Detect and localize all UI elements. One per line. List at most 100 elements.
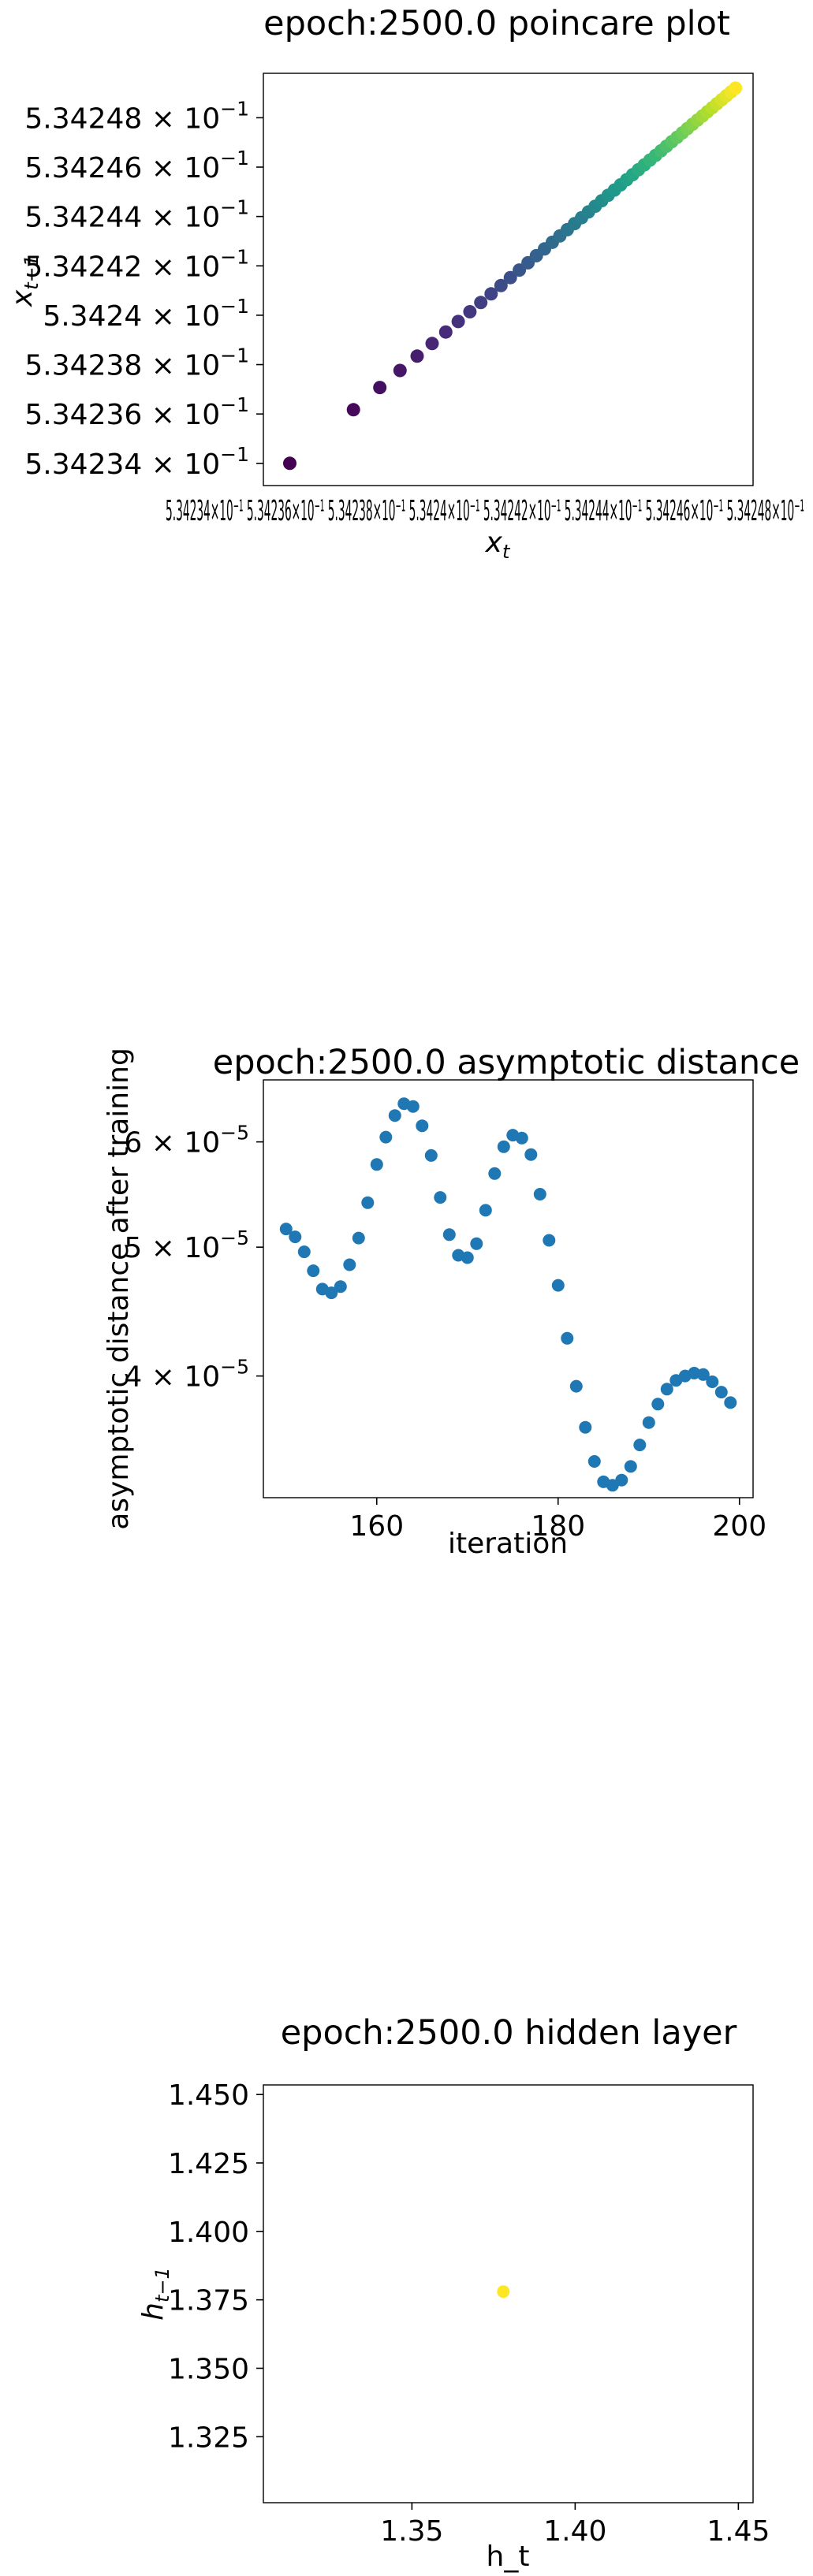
chart-hidden-layer: epoch:2500.0 hidden layer 1.35 1.40 1.45 1… bbox=[137, 2013, 770, 2573]
y-tick-label: 5.34246 × 10−1 bbox=[24, 147, 249, 184]
chart-poincare: epoch:2500.0 poincare plot 5.34234 × 10−… bbox=[6, 4, 804, 563]
distance-point bbox=[551, 1279, 565, 1292]
poincare-point bbox=[474, 296, 488, 310]
chart-asymptotic-distance: epoch:2500.0 asymptotic distance 160 180 2… bbox=[103, 1043, 800, 1560]
distance-point bbox=[543, 1234, 556, 1247]
y-tick-label: 1.425 bbox=[168, 2148, 249, 2180]
chart2-points bbox=[279, 1097, 737, 1492]
poincare-point bbox=[410, 349, 424, 363]
distance-point bbox=[325, 1286, 338, 1300]
poincare-point bbox=[425, 337, 439, 351]
poincare-point bbox=[729, 81, 743, 95]
poincare-point bbox=[393, 363, 407, 378]
chart1-title: epoch:2500.0 poincare plot bbox=[263, 4, 730, 43]
distance-point bbox=[343, 1258, 356, 1271]
chart1-x-tick-labels: 5.34234×10⁻¹ 5.34236×10⁻¹ 5.34238×10⁻¹ 5… bbox=[166, 495, 804, 527]
distance-point bbox=[289, 1230, 302, 1244]
poincare-point bbox=[494, 278, 508, 292]
chart1-y-axis-label: xt−1 bbox=[6, 255, 43, 307]
y-tick-label: 5.34248 × 10−1 bbox=[24, 97, 249, 135]
y-tick-label: 5.34244 × 10−1 bbox=[24, 196, 249, 234]
distance-point bbox=[470, 1237, 483, 1250]
hidden-point bbox=[497, 2285, 510, 2299]
chart3-y-ticks: 1.325 1.350 1.375 1.400 1.425 1.450 bbox=[168, 2079, 263, 2454]
distance-point bbox=[497, 1140, 510, 1153]
distance-point bbox=[587, 1455, 601, 1468]
poincare-point bbox=[373, 381, 387, 395]
x-tick-label: 1.35 bbox=[380, 2515, 443, 2548]
x-tick-label: 180 bbox=[531, 1510, 585, 1543]
y-tick-label: 5.34236 × 10−1 bbox=[24, 393, 249, 431]
chart1-plot-frame bbox=[263, 73, 754, 486]
chart3-plot-frame bbox=[263, 2084, 754, 2503]
poincare-point bbox=[438, 325, 453, 339]
distance-point bbox=[642, 1416, 655, 1429]
distance-point bbox=[724, 1396, 737, 1409]
chart3-title: epoch:2500.0 hidden layer bbox=[281, 2013, 737, 2053]
y-tick-label: 1.400 bbox=[168, 2217, 249, 2249]
chart1-x-axis-label: xt bbox=[485, 527, 511, 563]
distance-point bbox=[569, 1379, 583, 1393]
x-tick-label: 200 bbox=[712, 1510, 766, 1543]
chart1-points bbox=[283, 81, 743, 471]
distance-point bbox=[706, 1375, 719, 1388]
chart2-title: epoch:2500.0 asymptotic distance bbox=[213, 1043, 800, 1082]
distance-point bbox=[561, 1331, 574, 1345]
chart2-plot-frame bbox=[263, 1079, 754, 1498]
distance-point bbox=[416, 1119, 429, 1133]
poincare-point bbox=[283, 456, 296, 471]
y-tick-label: 5.34234 × 10−1 bbox=[24, 443, 249, 481]
chart2-x-axis-label: iteration bbox=[448, 1528, 568, 1560]
y-tick-label: 1.375 bbox=[168, 2285, 249, 2317]
distance-point bbox=[533, 1188, 546, 1201]
distance-point bbox=[624, 1460, 637, 1473]
y-tick-label: 1.350 bbox=[168, 2353, 249, 2385]
distance-point bbox=[579, 1420, 592, 1434]
distance-point bbox=[279, 1223, 293, 1236]
y-tick-label: 5 × 10−5 bbox=[124, 1227, 249, 1264]
y-tick-label: 4 × 10−5 bbox=[124, 1356, 249, 1394]
distance-point bbox=[660, 1383, 673, 1396]
distance-point bbox=[696, 1368, 710, 1381]
distance-point bbox=[361, 1196, 375, 1209]
distance-point bbox=[633, 1439, 647, 1452]
distance-point bbox=[651, 1398, 665, 1411]
distance-point bbox=[370, 1158, 383, 1171]
distance-point bbox=[461, 1251, 474, 1264]
distance-point bbox=[442, 1228, 456, 1241]
chart2-x-ticks: 160 180 200 bbox=[349, 1498, 766, 1543]
x-tick-label: 1.40 bbox=[543, 2515, 606, 2548]
chart2-y-axis-label: asymptotic distance after training bbox=[103, 1048, 135, 1530]
distance-point bbox=[515, 1131, 528, 1145]
distance-point bbox=[434, 1191, 447, 1204]
chart3-points bbox=[497, 2285, 510, 2299]
distance-point bbox=[379, 1130, 393, 1144]
distance-point bbox=[524, 1148, 538, 1161]
distance-point bbox=[714, 1386, 728, 1399]
distance-point bbox=[307, 1264, 320, 1278]
x-tick-label: 160 bbox=[349, 1510, 404, 1543]
x-tick-label: 1.45 bbox=[707, 2515, 770, 2548]
chart2-y-ticks: 4 × 10−5 5 × 10−5 6 × 10−5 bbox=[124, 1122, 263, 1394]
distance-point bbox=[334, 1280, 347, 1294]
distance-point bbox=[297, 1245, 311, 1259]
distance-point bbox=[479, 1204, 492, 1217]
poincare-point bbox=[346, 403, 360, 417]
distance-point bbox=[406, 1100, 420, 1113]
y-tick-label: 5.34242 × 10−1 bbox=[24, 245, 249, 283]
distance-point bbox=[424, 1148, 438, 1162]
poincare-point bbox=[463, 305, 477, 318]
y-tick-label: 5.34238 × 10−1 bbox=[24, 344, 249, 382]
poincare-point bbox=[451, 315, 465, 329]
distance-point bbox=[388, 1109, 401, 1122]
chart1-y-ticks: 5.34234 × 10−1 5.34236 × 10−1 5.34238 × 10… bbox=[24, 97, 263, 481]
distance-point bbox=[352, 1231, 365, 1245]
poincare-point bbox=[484, 287, 498, 301]
chart3-x-ticks: 1.35 1.40 1.45 bbox=[380, 2503, 770, 2548]
poincare-point bbox=[503, 270, 517, 285]
y-tick-label: 1.450 bbox=[168, 2079, 249, 2112]
y-tick-label: 6 × 10−5 bbox=[124, 1122, 249, 1160]
distance-point bbox=[488, 1167, 502, 1180]
distance-point bbox=[615, 1473, 628, 1487]
